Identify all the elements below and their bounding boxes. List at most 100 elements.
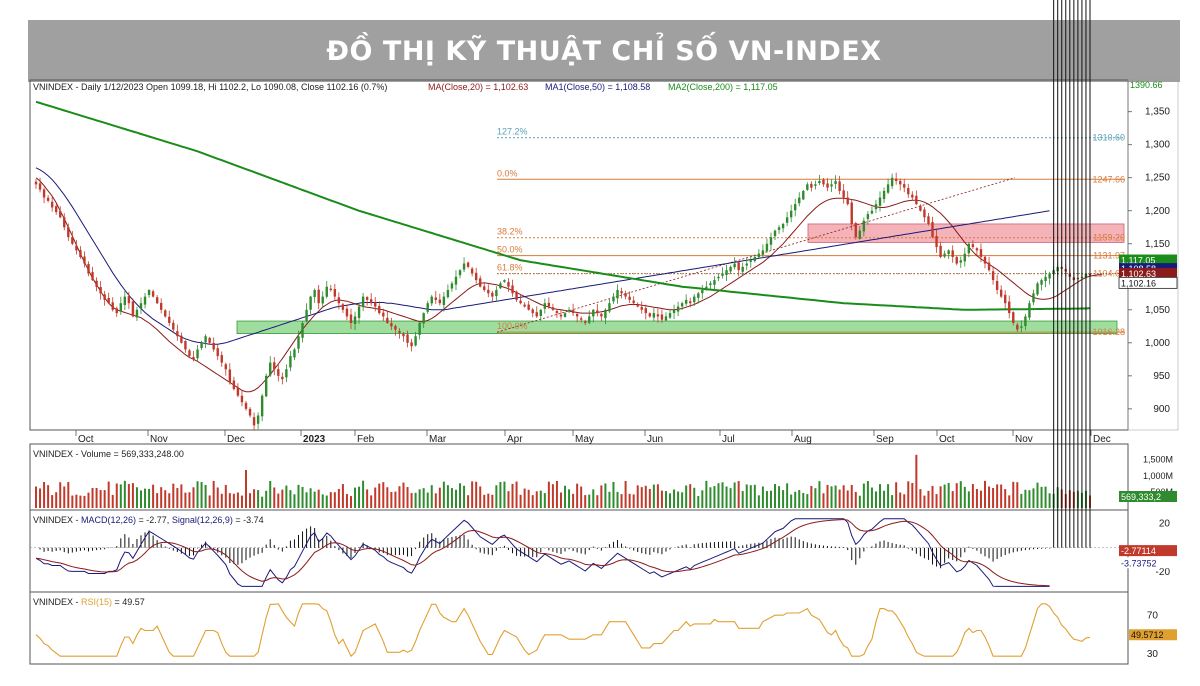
- candle-body: [487, 289, 490, 294]
- x-tick-label-4: Feb: [357, 434, 375, 445]
- volume-bar: [499, 482, 502, 508]
- volume-bar: [257, 490, 260, 508]
- candle-body: [34, 181, 38, 185]
- candle-body: [600, 313, 603, 317]
- candle-body: [628, 296, 631, 300]
- volume-bar: [273, 487, 276, 508]
- volume-bar: [660, 490, 663, 508]
- candle-body: [919, 205, 922, 211]
- volume-bar: [677, 491, 680, 508]
- candle-body: [248, 408, 252, 416]
- volume-bar: [656, 484, 659, 508]
- volume-bar: [475, 481, 478, 508]
- macd-badge-text: -2.77114: [1121, 546, 1156, 556]
- rsi-badge-text: 49.5712: [1131, 630, 1164, 640]
- candle-body: [789, 210, 793, 218]
- candle-body: [353, 316, 357, 324]
- candle-body: [378, 306, 381, 314]
- volume-bar: [1028, 490, 1031, 508]
- candle-body: [983, 256, 987, 264]
- candle-body: [67, 227, 70, 238]
- volume-bar: [317, 489, 320, 508]
- volume-bar: [111, 494, 114, 508]
- volume-bar: [523, 488, 526, 508]
- volume-bar: [123, 480, 126, 508]
- volume-bar: [531, 495, 534, 508]
- volume-bar: [636, 485, 639, 508]
- candle-body: [515, 291, 518, 300]
- volume-bar: [778, 486, 781, 508]
- fib-label-5: 100.0%: [497, 321, 528, 331]
- volume-bar: [212, 480, 215, 508]
- volume-bar: [135, 487, 138, 508]
- volume-bar: [1024, 489, 1027, 508]
- signal-badge-text: -3.73752: [1121, 558, 1157, 568]
- volume-bar: [297, 484, 300, 508]
- candle-body: [176, 331, 179, 337]
- candle-body: [301, 323, 304, 338]
- volume-bar: [818, 481, 821, 508]
- candle-body: [810, 183, 813, 188]
- volume-bar: [632, 494, 635, 508]
- candle-body: [907, 187, 910, 195]
- candle-body: [563, 313, 567, 317]
- candle-body: [705, 286, 708, 289]
- volume-bar: [139, 490, 142, 508]
- candle-body: [951, 250, 954, 257]
- candle-body: [911, 194, 914, 198]
- volume-bar: [774, 484, 777, 508]
- macd-header: VNINDEX - MACD(12,26) = -2.77, Signal(12…: [33, 515, 264, 525]
- candle-body: [648, 313, 652, 317]
- volume-bar: [1044, 486, 1047, 508]
- candle-body: [1032, 293, 1035, 303]
- candle-body: [935, 236, 938, 248]
- candle-body: [737, 262, 740, 271]
- candle-body: [164, 310, 167, 317]
- candle-body: [75, 245, 78, 251]
- candle-body: [188, 350, 191, 357]
- volume-bar: [903, 494, 906, 508]
- candle-body: [491, 292, 494, 297]
- volume-bar: [1040, 486, 1043, 508]
- volume-bar: [144, 488, 147, 508]
- candle-body: [398, 330, 401, 333]
- candle-body: [608, 303, 611, 312]
- volume-bar: [709, 487, 712, 508]
- candle-body: [54, 206, 58, 213]
- volume-bar: [943, 484, 946, 508]
- volume-bar: [988, 486, 991, 508]
- candle-body: [559, 314, 563, 317]
- volume-bar: [180, 484, 183, 508]
- volume-bar: [850, 484, 853, 508]
- candle-body: [592, 309, 595, 317]
- volume-bar: [378, 483, 381, 508]
- candle-body: [87, 263, 90, 274]
- candle-body: [289, 356, 292, 368]
- candle-body: [390, 323, 393, 327]
- volume-bar: [454, 489, 457, 508]
- volume-bar: [911, 482, 914, 508]
- volume-bar: [749, 485, 752, 508]
- volume-bar: [507, 491, 510, 508]
- volume-bar: [543, 493, 546, 508]
- candle-body: [535, 312, 538, 317]
- candle-body: [773, 230, 777, 237]
- volume-bar: [866, 481, 869, 508]
- candle-body: [886, 184, 890, 193]
- candle-body: [317, 289, 320, 304]
- volume-bar: [386, 487, 389, 508]
- volume-bar: [822, 493, 825, 508]
- volume-bar: [414, 492, 417, 508]
- volume-bar: [669, 493, 672, 508]
- volume-badge: [1119, 491, 1177, 502]
- candle-body: [252, 417, 256, 426]
- volume-bar: [442, 481, 445, 508]
- volume-bar: [963, 486, 966, 508]
- candle-body: [269, 362, 272, 376]
- volume-bar: [923, 495, 926, 508]
- volume-bar: [430, 485, 433, 508]
- candle-body: [854, 223, 857, 238]
- volume-bar: [148, 488, 151, 508]
- volume-bar: [568, 489, 571, 508]
- candle-body: [838, 181, 841, 191]
